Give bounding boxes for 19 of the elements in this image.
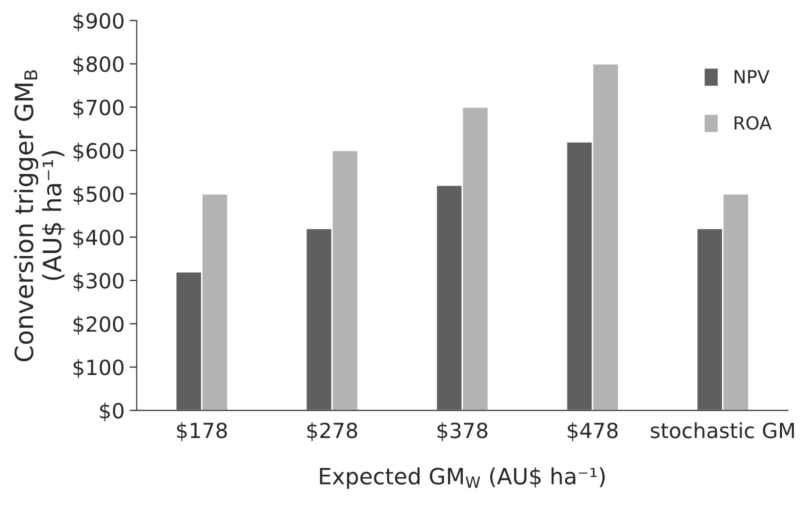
x-tick-label: stochastic GM xyxy=(650,422,794,438)
x-tick-label: $478 xyxy=(568,422,618,442)
y-tick-label: $400 xyxy=(74,229,124,248)
x-tick-label: $178 xyxy=(177,422,227,442)
x-tick-label: $278 xyxy=(307,422,358,442)
legend-label: ROA xyxy=(734,116,772,130)
y-tick-label: $600 xyxy=(74,142,124,162)
y-tick-label: $900 xyxy=(74,12,124,32)
y-tick-label: $700 xyxy=(74,99,124,118)
y-tick-label: $0 xyxy=(100,402,124,422)
y-tick-label: $300 xyxy=(74,272,124,292)
x-axis-title: Expected GM$_{W}$ (AU$ ha⁻¹) xyxy=(320,467,605,489)
legend-label: NPV xyxy=(734,70,770,84)
y-tick-label: $800 xyxy=(74,56,124,75)
y-tick-label: $200 xyxy=(74,316,124,335)
text: Conversion trigger GM$_{B}$ (AU$ ha⁻¹) xyxy=(14,70,65,362)
y-tick-label: $500 xyxy=(74,186,124,205)
x-tick-label: $378 xyxy=(438,422,488,442)
y-tick-label: $100 xyxy=(74,359,124,378)
